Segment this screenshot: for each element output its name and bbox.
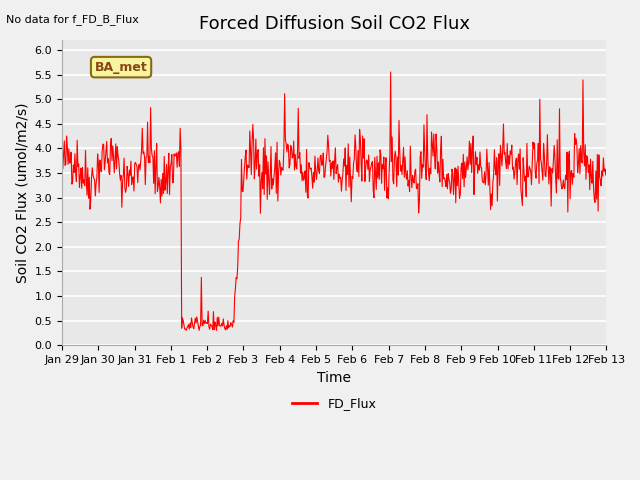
Text: BA_met: BA_met: [95, 60, 147, 73]
Text: No data for f_FD_B_Flux: No data for f_FD_B_Flux: [6, 14, 140, 25]
Legend: FD_Flux: FD_Flux: [287, 392, 381, 415]
Y-axis label: Soil CO2 Flux (umol/m2/s): Soil CO2 Flux (umol/m2/s): [15, 102, 29, 283]
Title: Forced Diffusion Soil CO2 Flux: Forced Diffusion Soil CO2 Flux: [199, 15, 470, 33]
X-axis label: Time: Time: [317, 371, 351, 384]
